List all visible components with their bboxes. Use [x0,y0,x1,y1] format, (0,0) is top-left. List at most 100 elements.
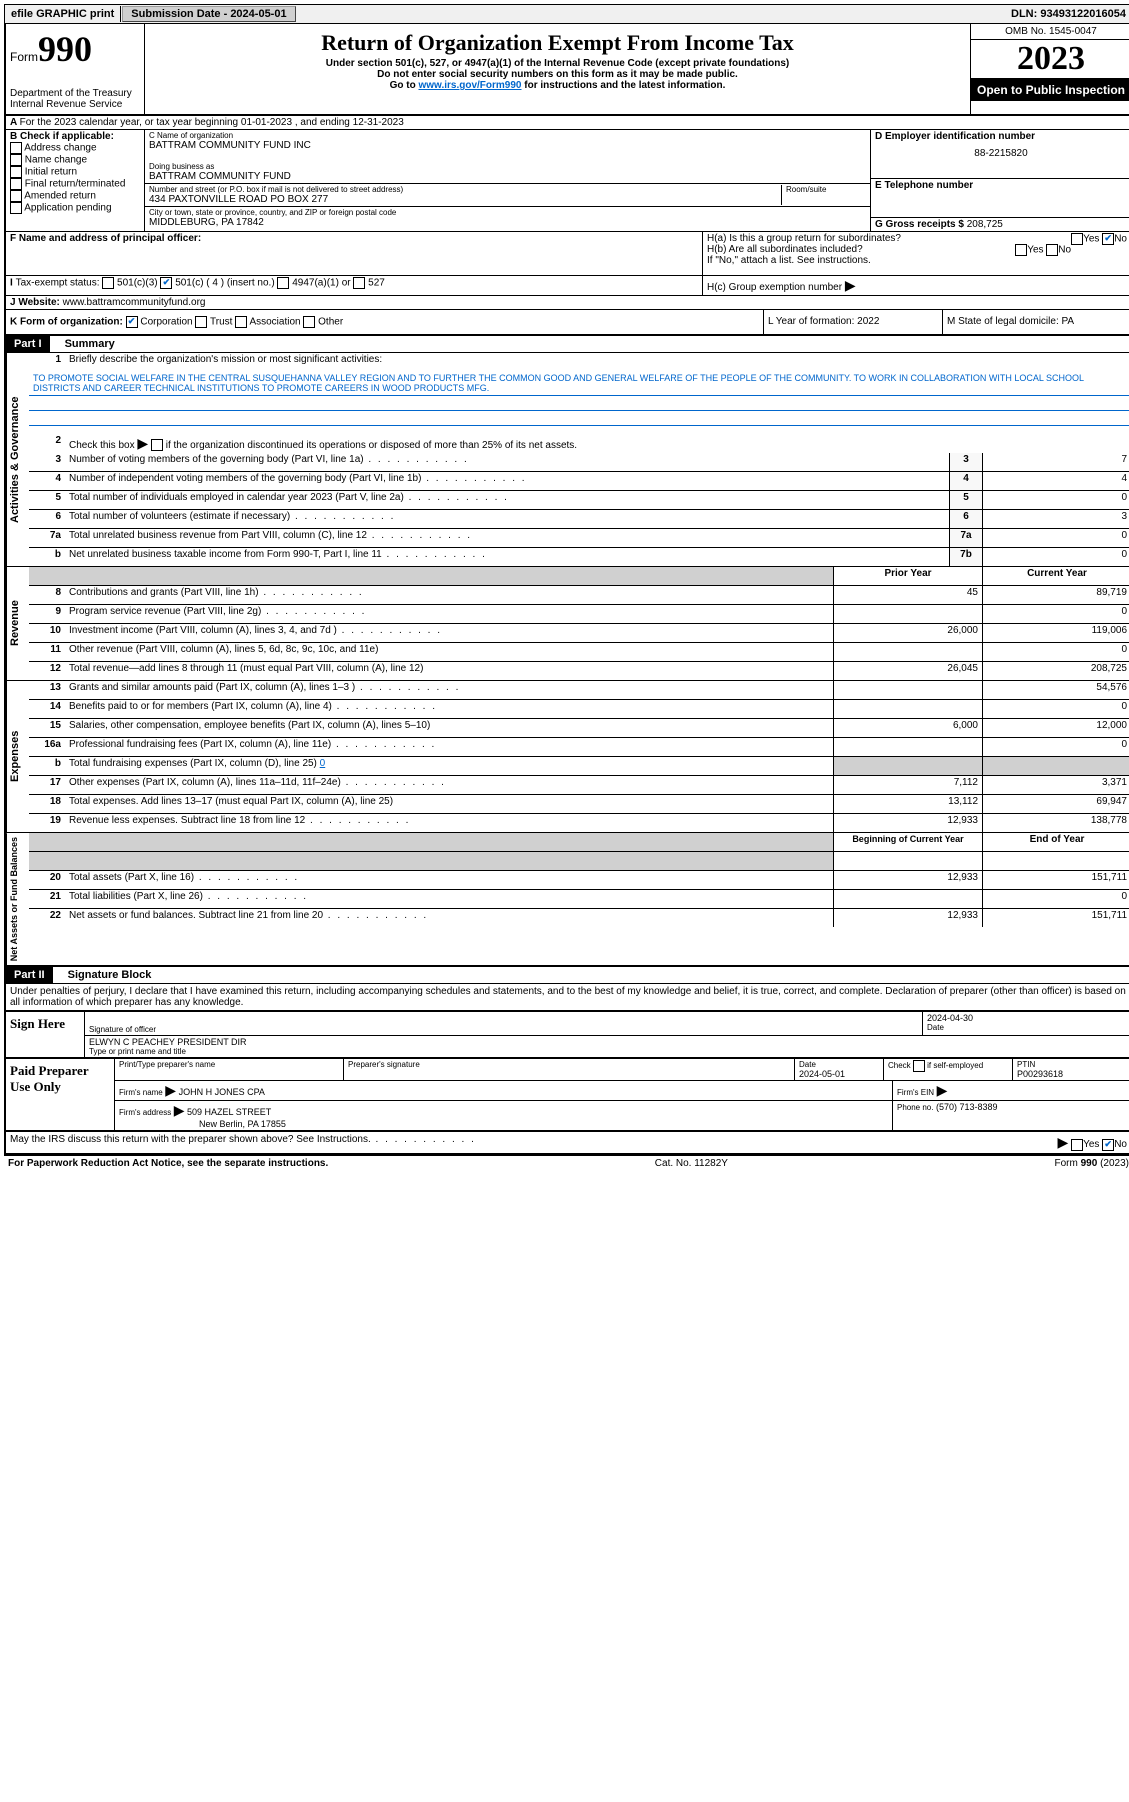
line10-current: 119,006 [982,624,1129,642]
line7b-val: 0 [982,548,1129,566]
assoc-checkbox[interactable] [235,316,247,328]
i-row: I Tax-exempt status: 501(c)(3) 501(c) ( … [4,275,1129,295]
omb-number: OMB No. 1545-0047 [971,24,1129,40]
line9-current: 0 [982,605,1129,623]
mission-text: TO PROMOTE SOCIAL WELFARE IN THE CENTRAL… [29,371,1129,396]
gov-vlabel: Activities & Governance [6,353,29,566]
ptin-label: PTIN [1017,1060,1127,1069]
beg-year-header: Beginning of Current Year [833,833,982,851]
net-vlabel: Net Assets or Fund Balances [6,833,29,965]
submission-date-button[interactable]: Submission Date - 2024-05-01 [122,6,295,22]
line-a: A For the 2023 calendar year, or tax yea… [4,116,1129,130]
sign-here-label: Sign Here [6,1012,85,1057]
initial-return-checkbox[interactable] [10,166,22,178]
application-pending-checkbox[interactable] [10,202,22,214]
part2-header: Part II [6,967,53,983]
paid-preparer-block: Paid Preparer Use Only Print/Type prepar… [4,1059,1129,1132]
line13-prior [833,681,982,699]
page-footer: For Paperwork Reduction Act Notice, see … [4,1155,1129,1171]
line2-checkbox[interactable] [151,439,163,451]
discuss-yes-checkbox[interactable] [1071,1139,1083,1151]
phone-label: Phone no. [897,1103,933,1112]
line18-text: Total expenses. Add lines 13–17 (must eq… [65,795,833,813]
state-domicile: M State of legal domicile: PA [943,310,1129,334]
line12-current: 208,725 [982,662,1129,680]
501c-checkbox[interactable] [160,277,172,289]
line10-text: Investment income (Part VIII, column (A)… [65,624,833,642]
line8-prior: 45 [833,586,982,604]
subtitle-3: Go to www.irs.gov/Form990 for instructio… [149,80,966,91]
prep-date: 2024-05-01 [799,1069,879,1079]
line2-text: Check this box ▶ if the organization dis… [65,434,1129,453]
amended-return-checkbox[interactable] [10,190,22,202]
part1-title: Summary [53,338,115,350]
line16a-text: Professional fundraising fees (Part IX, … [65,738,833,756]
current-year-header: Current Year [982,567,1129,585]
ein-value: 88-2215820 [875,148,1127,159]
firm-addr-label: Firm's address [119,1108,171,1117]
name-change-checkbox[interactable] [10,154,22,166]
ha-yes-checkbox[interactable] [1071,233,1083,245]
discuss-row: May the IRS discuss this return with the… [4,1132,1129,1155]
ha-no-checkbox[interactable] [1102,233,1114,245]
line16a-prior [833,738,982,756]
public-inspection-badge: Open to Public Inspection [971,79,1129,101]
line17-prior: 7,112 [833,776,982,794]
form-number: 990 [38,29,92,69]
self-employed-checkbox[interactable] [913,1060,925,1072]
line3-val: 7 [982,453,1129,471]
other-checkbox[interactable] [303,316,315,328]
footer-right: Form 990 (2023) [1055,1158,1129,1169]
line1-label: Briefly describe the organization's miss… [65,353,1129,371]
line16b-text: Total fundraising expenses (Part IX, col… [65,757,833,775]
irs-label: Internal Revenue Service [10,99,140,110]
line21-text: Total liabilities (Part X, line 26) [65,890,833,908]
trust-checkbox[interactable] [195,316,207,328]
end-year-header: End of Year [982,833,1129,851]
firm-name-label: Firm's name [119,1088,163,1097]
corp-checkbox[interactable] [126,316,138,328]
f-h-block: F Name and address of principal officer:… [4,231,1129,275]
line21-prior [833,890,982,908]
instructions-link[interactable]: www.irs.gov/Form990 [418,80,521,91]
prep-name-label: Print/Type preparer's name [119,1060,339,1069]
f-officer-label: F Name and address of principal officer: [10,233,201,244]
part2-title: Signature Block [56,969,152,981]
prior-year-header: Prior Year [833,567,982,585]
org-info-block: B Check if applicable: Address change Na… [4,130,1129,231]
city-label: City or town, state or province, country… [149,208,866,217]
line14-prior [833,700,982,718]
line9-prior [833,605,982,623]
c-name-label: C Name of organization [149,131,866,140]
address-change-checkbox[interactable] [10,142,22,154]
discuss-no-checkbox[interactable] [1102,1139,1114,1151]
line5-text: Total number of individuals employed in … [65,491,949,509]
hc-label: H(c) Group exemption number [707,282,842,293]
line13-text: Grants and similar amounts paid (Part IX… [65,681,833,699]
line8-text: Contributions and grants (Part VIII, lin… [65,586,833,604]
link-16b[interactable]: 0 [320,758,326,769]
line6-val: 3 [982,510,1129,528]
gross-receipts-value: 208,725 [967,219,1003,230]
line22-current: 151,711 [982,909,1129,927]
exp-vlabel: Expenses [6,681,29,832]
line14-current: 0 [982,700,1129,718]
date-label: Date [927,1023,1127,1032]
line12-text: Total revenue—add lines 8 through 11 (mu… [65,662,833,680]
room-label: Room/suite [786,185,866,194]
officer-name: ELWYN C PEACHEY PRESIDENT DIR [89,1037,1127,1047]
type-print-label: Type or print name and title [89,1047,1127,1056]
527-checkbox[interactable] [353,277,365,289]
line3-text: Number of voting members of the governin… [65,453,949,471]
dept-treasury: Department of the Treasury [10,88,140,99]
4947-checkbox[interactable] [277,277,289,289]
final-return-checkbox[interactable] [10,178,22,190]
form-header: Form990 Department of the Treasury Inter… [4,24,1129,116]
501c3-checkbox[interactable] [102,277,114,289]
b-label: B Check if applicable: [10,131,140,142]
hb-no-checkbox[interactable] [1046,244,1058,256]
line11-text: Other revenue (Part VIII, column (A), li… [65,643,833,661]
line6-text: Total number of volunteers (estimate if … [65,510,949,528]
prep-sig-label: Preparer's signature [348,1060,790,1069]
hb-yes-checkbox[interactable] [1015,244,1027,256]
